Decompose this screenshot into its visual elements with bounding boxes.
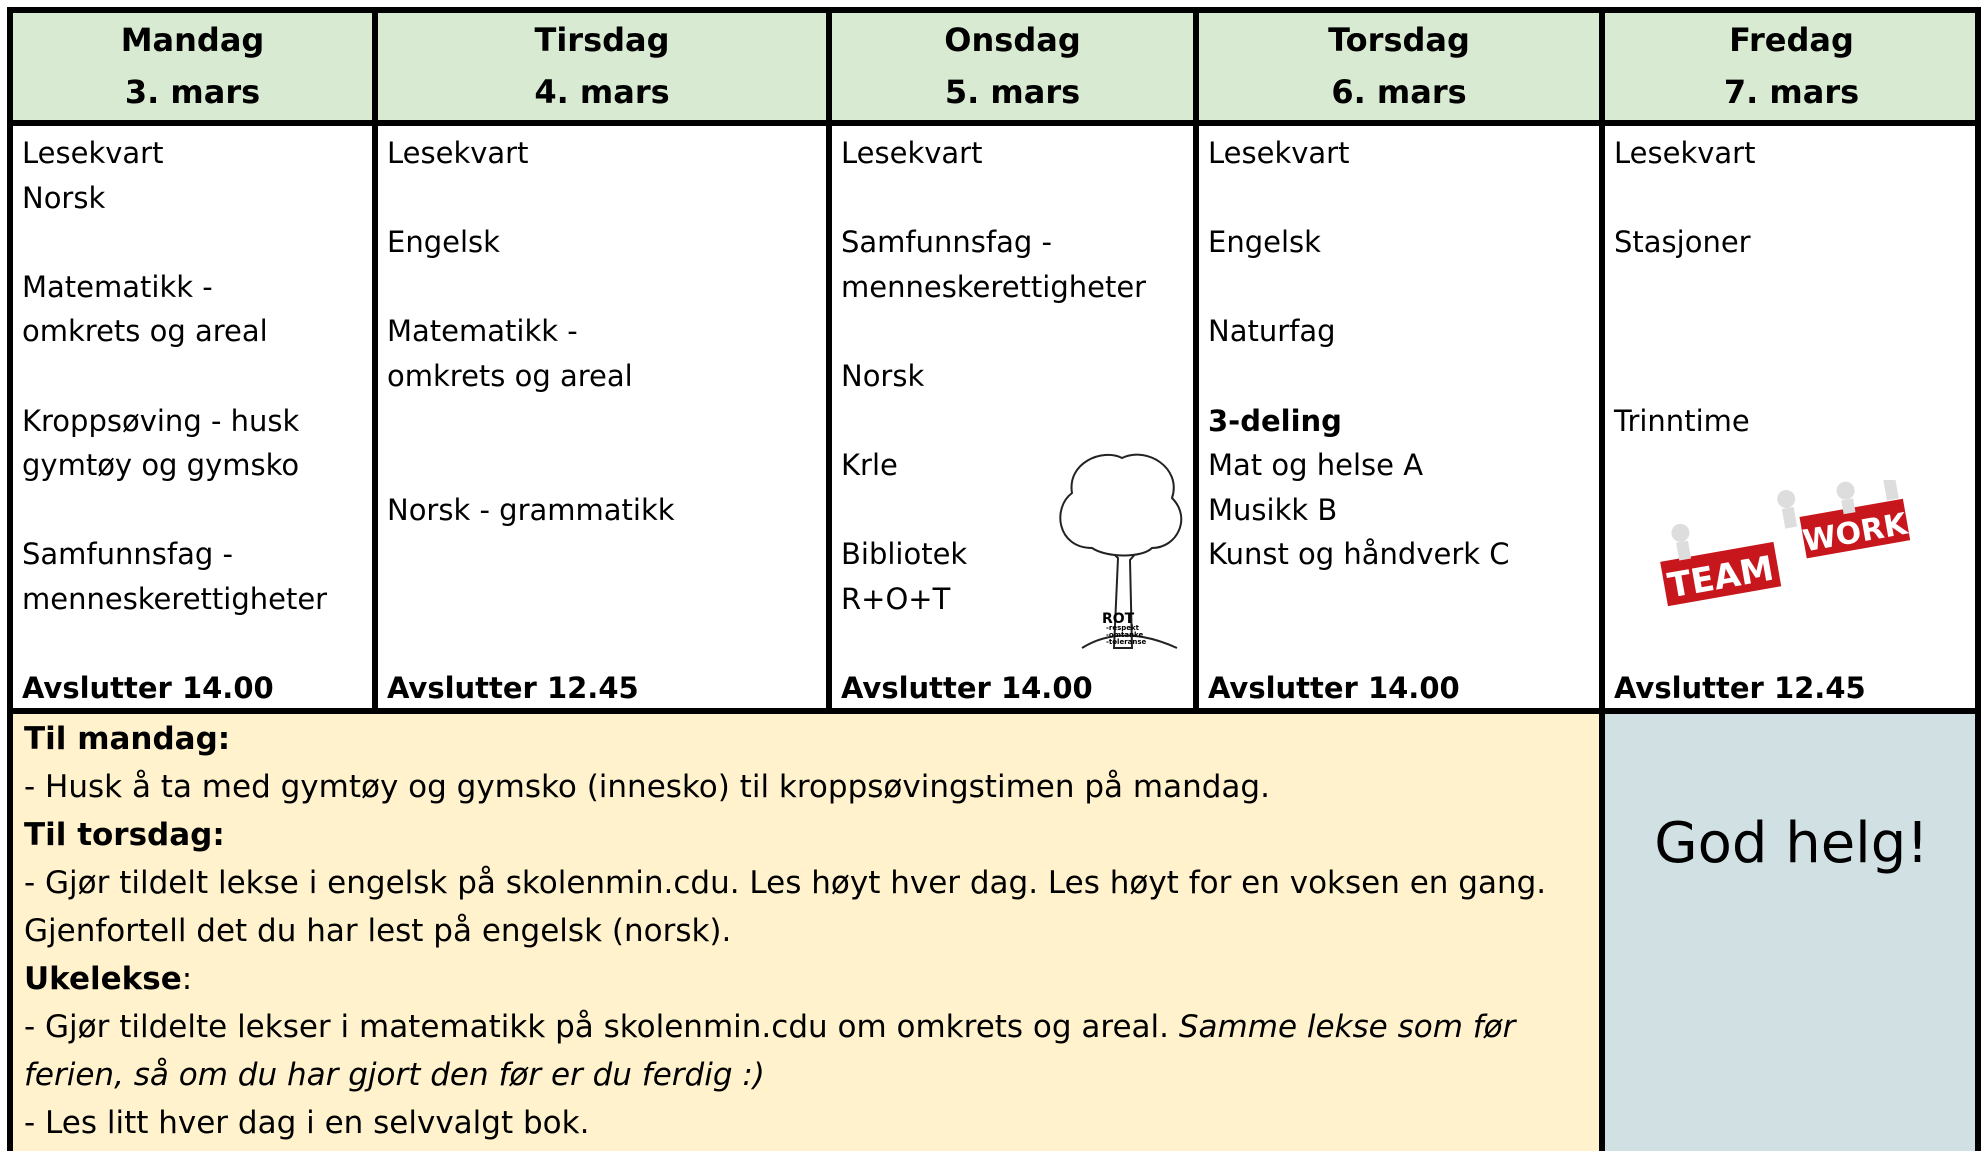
lesson: Naturfag: [1208, 314, 1336, 349]
border: [1975, 7, 1981, 1151]
day-date: 6. mars: [1331, 73, 1467, 111]
day-date: 7. mars: [1723, 73, 1860, 111]
lesson: Engelsk: [387, 225, 500, 260]
border: [7, 7, 13, 1151]
lesson: Norsk: [841, 359, 925, 393]
day-cell: Lesekvart Norsk Matematikk - omkrets og are…: [10, 123, 375, 711]
note-text: Samme lekse som før: [1178, 1009, 1516, 1045]
day-date: 5. mars: [944, 73, 1081, 111]
note-text: - Husk å ta med gymtøy og gymsko (innesk…: [24, 769, 1270, 805]
note-text: - Les litt hver dag i en selvvalgt bok.: [24, 1105, 590, 1141]
lesson: Kroppsøving - husk: [22, 403, 300, 438]
end-time: Avslutter 12.45: [387, 671, 639, 706]
day-name: Onsdag: [944, 21, 1081, 59]
lesson: Mat og helse A: [1208, 448, 1424, 483]
lesson: Musikk B: [1208, 492, 1338, 527]
note-line: - Les litt hver dag i en selvvalgt bok.: [24, 1099, 1602, 1147]
lesson: menneskerettigheter: [841, 269, 1147, 304]
day-cell: Lesekvart Engelsk Naturfag 3-deling Mat og h…: [1196, 123, 1602, 711]
lesson: menneskerettigheter: [22, 582, 328, 616]
teamwork-image: TEAM WORK: [1660, 480, 1912, 606]
day-header: Tirsdag 4. mars: [375, 10, 829, 123]
end-time: Avslutter 14.00: [22, 671, 274, 706]
border: [1599, 7, 1605, 1151]
day-name: Fredag: [1729, 21, 1854, 59]
tree-caption-line: -toleranse: [1106, 638, 1147, 646]
lesson: Lesekvart: [841, 136, 983, 170]
lesson: Engelsk: [1208, 225, 1321, 260]
border: [1193, 7, 1199, 711]
note-text: ferien, så om du har gjort den før er du…: [24, 1057, 765, 1093]
note-line: - Gjør tildelt lekse i engelsk på skolen…: [24, 859, 1602, 907]
end-time: Avslutter 14.00: [1208, 671, 1460, 706]
tree-caption: ROT -respekt -omtanke -toleranse: [1102, 611, 1147, 646]
day-date: 3. mars: [124, 73, 261, 111]
lesson: Stasjoner: [1614, 225, 1751, 260]
lesson: Lesekvart: [1208, 136, 1350, 170]
note-line: Til torsdag:: [24, 811, 1602, 859]
day-cell: Lesekvart Engelsk Matematikk - omkrets og a…: [375, 123, 829, 711]
day-name: Torsdag: [1328, 21, 1470, 59]
end-time: Avslutter 12.45: [1614, 671, 1866, 706]
border: [826, 7, 832, 711]
border: [7, 7, 1981, 13]
note-line: - Husk å ta med gymtøy og gymsko (innesk…: [24, 763, 1602, 811]
note-text: Til mandag:: [24, 721, 231, 757]
day-cell: Lesekvart Samfunnsfag - menneskerettighete…: [829, 123, 1196, 711]
lesson: Kunst og håndverk C: [1208, 537, 1510, 572]
border: [7, 120, 1981, 126]
lesson: Matematikk -: [387, 314, 578, 349]
lesson: Matematikk -: [22, 269, 213, 304]
note-line: ferien, så om du har gjort den før er du…: [24, 1051, 1602, 1099]
lesson: Lesekvart: [1614, 136, 1756, 170]
lesson: Samfunnsfag -: [841, 225, 1052, 260]
note-text: Til torsdag:: [24, 817, 225, 853]
lesson: Norsk - grammatikk: [387, 492, 675, 527]
tree-caption-line: ROT: [1102, 611, 1135, 627]
tree-image: ROT -respekt -omtanke -toleranse: [1059, 453, 1183, 649]
border: [372, 7, 378, 711]
note-line: Gjenfortell det du har lest på engelsk (…: [24, 907, 1602, 955]
lesson: Trinntime: [1614, 403, 1750, 438]
lesson: omkrets og areal: [22, 314, 268, 349]
greeting-panel: God helg!: [1602, 711, 1981, 1151]
day-header: Mandag 3. mars: [10, 10, 375, 123]
note-line: Til mandag:: [24, 715, 1602, 763]
lesson: gymtøy og gymsko: [22, 448, 300, 483]
lesson: omkrets og areal: [387, 359, 633, 393]
lesson: 3-deling: [1208, 403, 1342, 438]
day-header: Onsdag 5. mars: [829, 10, 1196, 123]
lesson: R+O+T: [841, 582, 951, 616]
day-header: Torsdag 6. mars: [1196, 10, 1602, 123]
lesson: Norsk: [22, 180, 106, 215]
lesson: Lesekvart: [22, 136, 164, 170]
lesson: Lesekvart: [387, 136, 529, 170]
lesson: Bibliotek: [841, 537, 968, 572]
lesson: Samfunnsfag -: [22, 537, 233, 572]
day-name: Tirsdag: [534, 21, 670, 59]
note-text: - Gjør tildelt lekse i engelsk på skolen…: [24, 865, 1547, 901]
notes-panel: Til mandag: - Husk å ta med gymtøy og gym…: [10, 711, 1602, 1151]
tree-caption-line: -respekt: [1106, 624, 1140, 632]
day-header: Fredag 7. mars: [1602, 10, 1981, 123]
lesson: Krle: [841, 448, 898, 483]
end-time: Avslutter 14.00: [841, 671, 1093, 706]
day-name: Mandag: [120, 21, 265, 59]
note-text: Gjenfortell det du har lest på engelsk (…: [24, 913, 732, 949]
border: [7, 708, 1981, 714]
greeting: God helg!: [1654, 811, 1929, 876]
note-line: Ukelekse:: [24, 955, 1602, 1003]
day-cell: Lesekvart Stasjoner Trinntime Avslutter 12.…: [1602, 123, 1981, 711]
tree-caption-line: -omtanke: [1106, 631, 1144, 639]
note-text: - Gjør tildelte lekser i matematikk på s…: [24, 1009, 1179, 1045]
note-text: Ukelekse: [24, 961, 182, 997]
note-line: - Gjør tildelte lekser i matematikk på s…: [24, 1003, 1602, 1051]
note-text: :: [181, 961, 193, 997]
day-date: 4. mars: [534, 73, 670, 111]
